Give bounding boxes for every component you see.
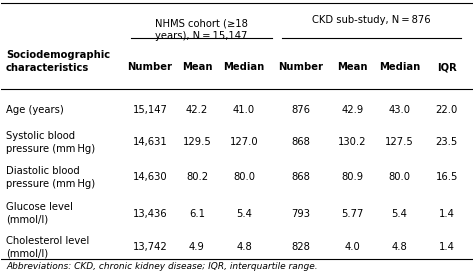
- Text: 876: 876: [291, 105, 310, 115]
- Text: 13,742: 13,742: [132, 242, 167, 252]
- Text: IQR: IQR: [437, 62, 456, 72]
- Text: Cholesterol level
(mmol/l): Cholesterol level (mmol/l): [6, 236, 90, 258]
- Text: 828: 828: [291, 242, 310, 252]
- Text: CKD sub-study, N = 876: CKD sub-study, N = 876: [312, 15, 430, 25]
- Text: Median: Median: [379, 62, 420, 72]
- Text: 127.0: 127.0: [230, 137, 258, 147]
- Text: Median: Median: [223, 62, 264, 72]
- Text: 5.77: 5.77: [341, 209, 364, 219]
- Text: Number: Number: [128, 62, 173, 72]
- Text: 793: 793: [291, 209, 310, 219]
- Text: 4.8: 4.8: [392, 242, 408, 252]
- Text: 4.9: 4.9: [189, 242, 205, 252]
- Text: 130.2: 130.2: [338, 137, 367, 147]
- Text: 5.4: 5.4: [236, 209, 252, 219]
- Text: Mean: Mean: [182, 62, 212, 72]
- Text: 16.5: 16.5: [436, 172, 458, 182]
- Text: 127.5: 127.5: [385, 137, 414, 147]
- Text: 868: 868: [291, 137, 310, 147]
- Text: 41.0: 41.0: [233, 105, 255, 115]
- Text: 1.4: 1.4: [439, 242, 455, 252]
- Text: Abbreviations: CKD, chronic kidney disease; IQR, interquartile range.: Abbreviations: CKD, chronic kidney disea…: [6, 262, 318, 271]
- Text: Sociodemographic
characteristics: Sociodemographic characteristics: [6, 50, 110, 73]
- Text: 129.5: 129.5: [182, 137, 211, 147]
- Text: 1.4: 1.4: [439, 209, 455, 219]
- Text: NHMS cohort (≥18
years), N = 15,147: NHMS cohort (≥18 years), N = 15,147: [155, 18, 248, 41]
- Text: 6.1: 6.1: [189, 209, 205, 219]
- Text: Glucose level
(mmol/l): Glucose level (mmol/l): [6, 202, 73, 225]
- Text: Age (years): Age (years): [6, 105, 64, 115]
- Text: 4.8: 4.8: [236, 242, 252, 252]
- Text: 4.0: 4.0: [345, 242, 360, 252]
- Text: 23.5: 23.5: [436, 137, 458, 147]
- Text: 22.0: 22.0: [436, 105, 458, 115]
- Text: 80.2: 80.2: [186, 172, 208, 182]
- Text: Number: Number: [278, 62, 323, 72]
- Text: 42.9: 42.9: [341, 105, 364, 115]
- Text: Diastolic blood
pressure (mm Hg): Diastolic blood pressure (mm Hg): [6, 166, 95, 189]
- Text: 42.2: 42.2: [186, 105, 208, 115]
- Text: 5.4: 5.4: [392, 209, 408, 219]
- Text: 80.0: 80.0: [233, 172, 255, 182]
- Text: 868: 868: [291, 172, 310, 182]
- Text: Mean: Mean: [337, 62, 368, 72]
- Text: 80.9: 80.9: [341, 172, 364, 182]
- Text: 13,436: 13,436: [133, 209, 167, 219]
- Text: 15,147: 15,147: [132, 105, 167, 115]
- Text: 14,630: 14,630: [133, 172, 167, 182]
- Text: 80.0: 80.0: [389, 172, 410, 182]
- Text: Systolic blood
pressure (mm Hg): Systolic blood pressure (mm Hg): [6, 131, 95, 154]
- Text: 43.0: 43.0: [389, 105, 410, 115]
- Text: 14,631: 14,631: [132, 137, 167, 147]
